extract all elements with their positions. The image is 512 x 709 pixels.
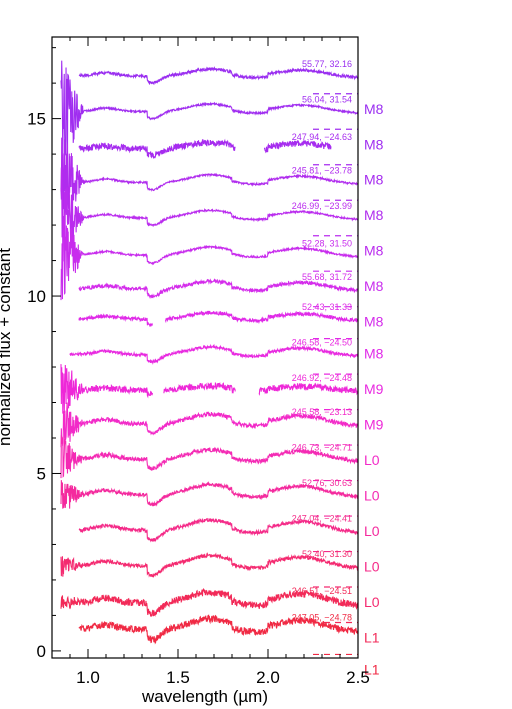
spectrum-line (60, 213, 359, 301)
y-tick-label: 0 (37, 642, 46, 661)
spectrum-line (60, 587, 359, 617)
spectrum-coord-label: 247.05, −24.78 (292, 613, 352, 623)
spectrum-line (60, 402, 359, 448)
spectrum-line (60, 137, 359, 227)
spectrum-series: 245.81, −23.78 M8 (60, 137, 384, 227)
spectrum-coord-label: 246.73, −24.71 (292, 442, 352, 452)
plot-frame (51, 36, 359, 659)
spectrum-series: 55.77, 32.16 M8 (78, 59, 384, 117)
spectrum-series: 52.28, 31.50 M8 (60, 213, 384, 301)
spectrum-line (78, 278, 359, 300)
spectrum-line (78, 138, 332, 159)
spectrum-line (60, 551, 359, 578)
spectrum-line (60, 435, 359, 479)
spectrum-series: 246.92, −24.48 M9 (60, 364, 384, 433)
spectrum-series: 246.51, −24.51 L1 (60, 586, 380, 646)
spectrum-coord-label: 246.51, −24.51 (292, 586, 352, 596)
spectral-type-label: L0 (364, 523, 380, 539)
y-tick-label: 10 (27, 287, 46, 306)
spectrum-coord-label: 246.58, −24.50 (292, 338, 352, 348)
spectral-type-label: L1 (364, 630, 380, 646)
ticks-layer: 1.0 1.5 2.0 2.5 0 5 10 15 (27, 37, 370, 687)
spectrum-series: 245.58, −23.13 L0 (60, 402, 380, 468)
spectral-type-label: M8 (364, 314, 384, 330)
spectral-type-label: M8 (364, 101, 384, 117)
spectral-type-label: M8 (364, 172, 384, 188)
spectrum-series: 52.40, 31.30 L0 (60, 549, 380, 610)
spectrum-coord-label: 247.04, −24.41 (292, 513, 352, 523)
spectrum-coord-label: 55.77, 32.16 (302, 59, 352, 69)
spectral-type-label: M9 (364, 417, 384, 433)
spectrum-coord-label: 245.58, −23.13 (292, 407, 352, 417)
spectrum-series: 52.76, 30.63 L0 (60, 478, 380, 539)
spectrum-series: 247.94, −24.63 M8 (78, 132, 384, 188)
y-tick-label: 5 (37, 464, 46, 483)
spectrum-coord-label: 246.92, −24.48 (292, 373, 352, 383)
spectrum-coord-label: 52.43, 31.33 (302, 302, 352, 312)
spectrum-line (78, 517, 359, 543)
spectral-type-label: M8 (364, 207, 384, 223)
spectrum-series: 52.43, 31.33 M8 (78, 302, 384, 362)
spectral-type-label: M8 (364, 278, 384, 294)
x-tick-label: 1.5 (166, 668, 190, 687)
x-tick-label: 1.0 (76, 668, 100, 687)
spectrum-series: 246.73, −24.71 L0 (60, 435, 380, 504)
spectral-type-label: M8 (364, 136, 384, 152)
spectrum-coord-label: 52.40, 31.30 (302, 549, 352, 559)
spectrum-line (60, 364, 359, 414)
spectrum-series: 247.05, −24.78 L1 (78, 613, 380, 677)
spectral-type-label: M8 (364, 243, 384, 259)
x-tick-label: 2.0 (256, 668, 280, 687)
spectrum-series: 246.58, −24.50 M9 (69, 338, 384, 397)
spectral-type-label: M8 (364, 346, 384, 362)
spectrum-series: 55.68, 31.72 M8 (78, 272, 384, 330)
spectral-type-label: L0 (364, 594, 380, 610)
spectrum-series: 247.04, −24.41 L0 (78, 513, 380, 575)
spectrum-series: 56.04, 31.54 M8 (60, 60, 384, 160)
spectrum-line (60, 480, 359, 509)
spectrum-series: 246.99, −23.99 M8 (60, 167, 384, 262)
x-axis-title: wavelength (µm) (141, 687, 268, 706)
spectrum-coord-label: 52.76, 30.63 (302, 478, 352, 488)
spectrum-coord-label: 56.04, 31.54 (302, 95, 352, 105)
spectrum-line (60, 167, 359, 262)
spectral-type-label: M9 (364, 381, 384, 397)
x-tick-label: 2.5 (346, 668, 370, 687)
spectral-type-label: L0 (364, 559, 380, 575)
spectrum-line (78, 614, 359, 645)
axes-layer (51, 36, 359, 659)
spectrum-coord-label: 245.81, −23.78 (292, 166, 352, 176)
spectrum-coord-label: 246.99, −23.99 (292, 201, 352, 211)
spectral-type-label: L1 (364, 661, 380, 677)
spectrum-line (69, 343, 359, 365)
spectrum-coord-label: 52.28, 31.50 (302, 238, 352, 248)
y-tick-label: 15 (27, 110, 46, 129)
spectrum-line (78, 310, 359, 327)
spectrum-line (78, 66, 359, 86)
y-axis-title: normalized flux + constant (0, 248, 14, 446)
spectrum-coord-label: 247.94, −24.63 (292, 132, 352, 142)
spectrum-line (60, 60, 359, 160)
spectral-type-label: L0 (364, 488, 380, 504)
spectrum-coord-label: 55.68, 31.72 (302, 272, 352, 282)
spectral-type-label: L0 (364, 452, 380, 468)
